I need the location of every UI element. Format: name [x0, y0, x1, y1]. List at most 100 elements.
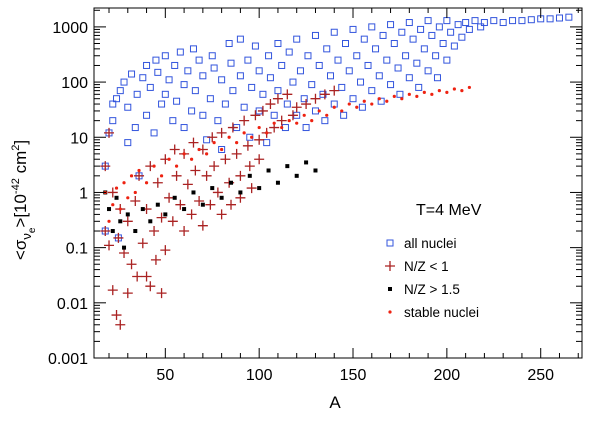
- data-point: [372, 45, 380, 53]
- data-point: [133, 229, 138, 234]
- data-point: [435, 23, 443, 31]
- data-point: [212, 141, 216, 145]
- data-point: [428, 31, 436, 39]
- data-point: [176, 48, 184, 56]
- data-point: [190, 157, 194, 161]
- data-point: [342, 40, 350, 48]
- data-point: [227, 122, 238, 133]
- data-point: [118, 219, 123, 224]
- data-point: [155, 202, 160, 207]
- data-point: [296, 67, 304, 75]
- data-point: [227, 59, 235, 67]
- data-point: [171, 170, 182, 181]
- data-point: [460, 89, 464, 93]
- data-point: [125, 212, 130, 217]
- data-point: [210, 186, 215, 191]
- data-point: [173, 97, 181, 105]
- data-point: [420, 45, 428, 53]
- data-point: [546, 15, 554, 23]
- data-point: [308, 81, 316, 89]
- data-point: [216, 209, 227, 220]
- y-tick-label: 10: [70, 130, 88, 147]
- data-point: [180, 81, 188, 89]
- y-axis-title: <σνe>[10-42 cm2]: [10, 140, 38, 260]
- data-point: [188, 107, 196, 115]
- data-point: [229, 87, 237, 95]
- data-point: [415, 94, 419, 99]
- data-point: [291, 102, 302, 113]
- data-point: [172, 195, 177, 200]
- data-point: [229, 180, 234, 185]
- data-point: [287, 110, 298, 121]
- x-tick-label: 100: [246, 367, 273, 384]
- data-point: [197, 220, 208, 231]
- data-point: [304, 160, 309, 165]
- data-point: [326, 72, 334, 80]
- legend: all nuclei N/Z < 1 N/Z > 1.5 stable nuclei: [385, 236, 479, 320]
- data-point: [565, 13, 573, 21]
- legend-label: N/Z < 1: [404, 259, 449, 274]
- data-point: [370, 102, 374, 106]
- data-point: [175, 199, 186, 210]
- data-point: [190, 165, 201, 176]
- legend-marker: [385, 261, 395, 271]
- data-point: [265, 131, 269, 135]
- data-point: [527, 16, 535, 24]
- data-point: [182, 152, 186, 156]
- data-point: [274, 40, 282, 48]
- data-point: [310, 93, 321, 104]
- data-point: [257, 125, 261, 130]
- data-point: [317, 109, 321, 113]
- data-point: [111, 310, 122, 321]
- data-point: [134, 170, 145, 181]
- data-point: [387, 81, 395, 89]
- data-point: [236, 72, 244, 80]
- legend-marker: [388, 310, 392, 314]
- data-point: [480, 19, 488, 27]
- data-point: [285, 48, 293, 56]
- data-point: [116, 87, 124, 95]
- data-point: [152, 164, 156, 168]
- data-point: [122, 245, 127, 250]
- data-point: [330, 28, 338, 36]
- legend-label: all nuclei: [404, 236, 457, 251]
- data-point: [238, 190, 243, 195]
- data-point: [424, 17, 432, 25]
- data-point: [310, 119, 314, 123]
- data-point: [255, 67, 263, 75]
- data-point: [148, 219, 153, 224]
- data-point: [450, 42, 458, 50]
- data-point: [201, 170, 212, 181]
- data-point: [189, 45, 197, 53]
- data-point: [146, 83, 154, 91]
- data-point: [167, 216, 178, 227]
- data-point: [276, 115, 287, 126]
- data-point: [113, 232, 124, 243]
- data-point: [235, 170, 246, 181]
- data-point: [184, 67, 192, 75]
- x-tick-label: 150: [340, 367, 367, 384]
- data-point: [179, 226, 190, 237]
- data-point: [257, 105, 268, 116]
- data-point: [122, 216, 133, 227]
- data-point: [405, 19, 413, 27]
- data-point: [300, 95, 308, 103]
- data-point: [313, 168, 318, 173]
- data-point: [107, 285, 118, 296]
- data-point: [100, 161, 111, 172]
- data-point: [272, 93, 283, 104]
- data-point: [332, 105, 336, 109]
- data-point: [282, 89, 293, 100]
- data-point: [114, 195, 119, 200]
- data-point: [289, 78, 297, 86]
- data-point: [207, 132, 218, 143]
- data-point: [150, 254, 161, 265]
- y-axis-title-end: ]: [11, 140, 30, 145]
- data-point: [214, 117, 222, 125]
- data-point: [379, 31, 387, 39]
- data-point: [319, 89, 330, 100]
- data-point: [254, 154, 265, 165]
- axis-labels-layer: 50 100 150 200 250 0.001 0.01 0.1 1 10 100 1000: [48, 20, 554, 384]
- data-point: [349, 95, 357, 103]
